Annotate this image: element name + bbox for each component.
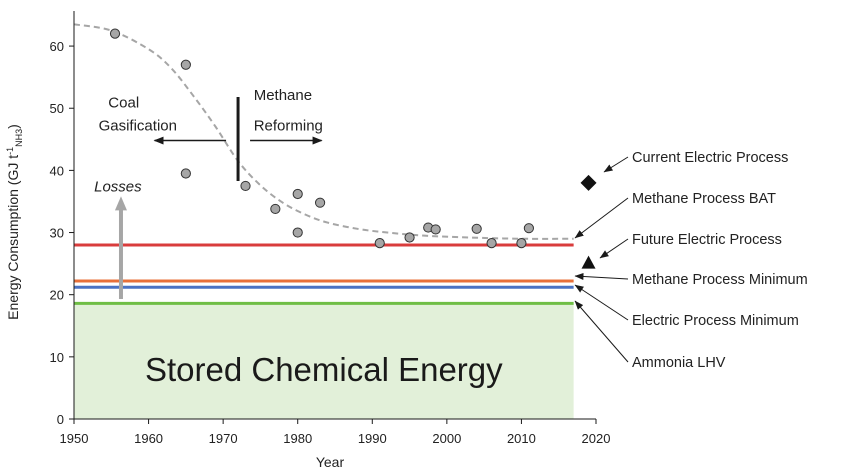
data-point bbox=[270, 203, 281, 215]
methane-reforming-label-line-2: Reforming bbox=[254, 118, 323, 135]
legend-label-0: Current Electric Process bbox=[632, 150, 788, 166]
stored-chemical-energy-region bbox=[74, 303, 574, 419]
x-tick-label: 2020 bbox=[582, 431, 611, 446]
data-point bbox=[109, 28, 121, 39]
x-tick-label: 1990 bbox=[358, 431, 387, 446]
y-axis-title: Energy Consumption (GJ t-1NH3) bbox=[5, 124, 24, 320]
reference-lines bbox=[74, 243, 574, 305]
data-point bbox=[374, 238, 385, 249]
process-markers bbox=[580, 174, 597, 269]
losses-label: Losses bbox=[94, 179, 142, 196]
legend-leader-arrow bbox=[603, 156, 629, 173]
x-tick-label: 1950 bbox=[60, 431, 89, 446]
legend-label-5: Ammonia LHV bbox=[632, 355, 726, 371]
legend-label-3: Methane Process Minimum bbox=[632, 272, 808, 288]
legend-label-2: Future Electric Process bbox=[632, 232, 782, 248]
y-axis-title-main: Energy Consumption (GJ t bbox=[5, 155, 21, 320]
y-axis-title-sup: -1 bbox=[5, 147, 15, 155]
x-tick-label: 1970 bbox=[209, 431, 238, 446]
x-tick-label: 2000 bbox=[432, 431, 461, 446]
data-point bbox=[404, 232, 415, 243]
data-point bbox=[180, 168, 191, 179]
legend-leader-arrow bbox=[574, 284, 629, 321]
y-tick-label: 20 bbox=[50, 288, 64, 303]
data-point bbox=[292, 188, 303, 200]
current-electric-marker bbox=[580, 174, 597, 191]
y-axis-title-sub: NH3 bbox=[14, 129, 24, 147]
legend-labels: Current Electric Process Methane Process … bbox=[574, 150, 808, 371]
legend-leader-arrow bbox=[599, 238, 629, 259]
axis-ticks: 0 10 20 30 40 50 60 1950 1960 1970 1980 1990 2000 201… bbox=[50, 39, 611, 446]
x-tick-label: 1960 bbox=[134, 431, 163, 446]
data-point bbox=[523, 223, 534, 234]
data-point bbox=[486, 238, 497, 249]
data-points bbox=[109, 28, 534, 249]
legend-leader-arrow bbox=[574, 197, 629, 239]
stored-chemical-energy-label: Stored Chemical Energy bbox=[145, 351, 503, 388]
coal-gasification-label-line-1: Coal bbox=[108, 95, 139, 112]
data-point bbox=[240, 180, 251, 192]
x-tick-label: 1980 bbox=[283, 431, 312, 446]
y-tick-label: 0 bbox=[57, 412, 64, 427]
legend-leader-arrow bbox=[574, 300, 629, 363]
x-tick-label: 2010 bbox=[507, 431, 536, 446]
y-tick-label: 50 bbox=[50, 101, 64, 116]
legend-label-1: Methane Process BAT bbox=[632, 191, 776, 207]
y-tick-label: 30 bbox=[50, 226, 64, 241]
data-point bbox=[516, 238, 527, 249]
y-tick-label: 10 bbox=[50, 350, 64, 365]
y-axis-title-close: ) bbox=[5, 124, 21, 129]
data-point bbox=[430, 224, 441, 235]
data-point bbox=[471, 223, 482, 234]
x-axis-title: Year bbox=[316, 454, 345, 470]
trend-curve bbox=[73, 23, 574, 240]
y-tick-label: 40 bbox=[50, 163, 64, 178]
data-point bbox=[180, 59, 191, 70]
data-point bbox=[292, 227, 303, 238]
coal-gasification-label-line-2: Gasification bbox=[99, 118, 177, 135]
legend-leader-arrow bbox=[574, 272, 629, 280]
methane-reforming-label-line-1: Methane bbox=[254, 87, 312, 104]
future-electric-marker bbox=[581, 255, 596, 269]
y-tick-label: 60 bbox=[50, 39, 64, 54]
legend-label-4: Electric Process Minimum bbox=[632, 313, 799, 329]
data-point bbox=[314, 197, 326, 208]
